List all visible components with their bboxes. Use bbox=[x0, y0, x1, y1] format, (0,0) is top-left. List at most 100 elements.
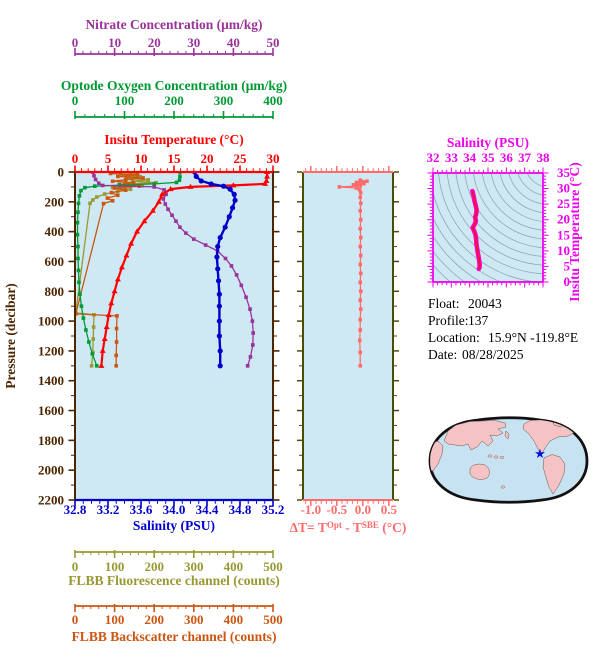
backscatter-axis-tick-label: 100 bbox=[105, 612, 125, 627]
nitrate-axis-tick-label: 10 bbox=[108, 35, 121, 50]
pressure-tick-label: 2200 bbox=[38, 493, 64, 508]
pressure-tick-label: 1000 bbox=[38, 314, 64, 329]
ts-temperature-tick-label: 10 bbox=[557, 243, 570, 258]
fluorescence-axis-tick-label: 500 bbox=[263, 559, 283, 574]
backscatter-axis-tick-label: 400 bbox=[224, 612, 244, 627]
oxygen-axis-tick-label: 100 bbox=[115, 93, 135, 108]
fluorescence-axis-tick-label: 300 bbox=[184, 559, 204, 574]
profile-label: Profile: bbox=[428, 313, 469, 328]
temperature-tick-label: 10 bbox=[135, 151, 148, 166]
ts-salinity-tick-label: 36 bbox=[500, 150, 514, 165]
fluorescence-axis-tick-label: 100 bbox=[105, 559, 125, 574]
pressure-tick-label: 1800 bbox=[38, 433, 64, 448]
fluorescence-axis-tick-label: 0 bbox=[72, 559, 79, 574]
backscatter-axis-title: FLBB Backscatter channel (counts) bbox=[72, 629, 277, 644]
ts-salinity-tick-label: 37 bbox=[518, 150, 532, 165]
pressure-axis-title: Pressure (decibar) bbox=[3, 283, 18, 389]
delta-t-tick-label: -1.0 bbox=[301, 502, 322, 517]
ts-salinity-tick-label: 33 bbox=[445, 150, 459, 165]
ts-salinity-axis-title: Salinity (PSU) bbox=[447, 135, 529, 150]
salinity-tick-label: 34.4 bbox=[196, 502, 219, 517]
delta-t-title-part: (°C) bbox=[379, 520, 407, 535]
pressure-tick-label: 400 bbox=[45, 224, 65, 239]
pressure-tick-label: 800 bbox=[45, 284, 65, 299]
salinity-tick-label: 33.2 bbox=[97, 502, 120, 517]
ts-salinity-tick-label: 35 bbox=[482, 150, 496, 165]
ts-temperature-tick-label: 35 bbox=[557, 165, 571, 180]
oxygen-axis-tick-label: 300 bbox=[214, 93, 234, 108]
ts-temperature-tick-label: 15 bbox=[557, 227, 571, 242]
pressure-tick-label: 1200 bbox=[38, 343, 64, 358]
nitrate-axis-tick-label: 0 bbox=[72, 35, 79, 50]
location-label: Location: bbox=[428, 330, 480, 345]
float-label: Float: bbox=[428, 296, 460, 311]
nitrate-axis-tick-label: 30 bbox=[187, 35, 200, 50]
profile-info-line: Profile:137 bbox=[428, 313, 489, 328]
fluorescence-axis-tick-label: 400 bbox=[224, 559, 244, 574]
nitrate-axis-tick-label: 50 bbox=[267, 35, 280, 50]
main-plot-area bbox=[75, 172, 273, 500]
delta-t-series bbox=[337, 178, 369, 368]
delta-t-title-part: ΔT= T bbox=[290, 520, 327, 535]
float-value: 20043 bbox=[468, 296, 502, 311]
date-label: Date: bbox=[428, 347, 457, 362]
backscatter-axis-tick-label: 0 bbox=[72, 612, 79, 627]
float-info-line: Float: 20043 bbox=[428, 296, 502, 311]
nitrate-axis: 0 10 20 30 40 50 bbox=[72, 35, 280, 56]
ts-temperature-tick-label: 20 bbox=[557, 212, 570, 227]
backscatter-axis-tick-label: 300 bbox=[184, 612, 204, 627]
ts-temperature-axis-title: Insitu Temperature (°C) bbox=[567, 162, 582, 301]
salinity-tick-label: 33.6 bbox=[130, 502, 153, 517]
delta-t-tick-label: 0.0 bbox=[355, 502, 371, 517]
location-value: 15.9°N -119.8°E bbox=[488, 330, 578, 345]
pressure-tick-label: 1400 bbox=[38, 373, 64, 388]
salinity-tick-label: 34.0 bbox=[163, 502, 186, 517]
pressure-tick-label: 0 bbox=[58, 165, 65, 180]
pressure-tick-label: 600 bbox=[45, 254, 65, 269]
salinity-tick-label: 34.8 bbox=[229, 502, 252, 517]
ts-salinity-tick-label: 34 bbox=[463, 150, 477, 165]
temperature-tick-label: 20 bbox=[201, 151, 214, 166]
main-profile-plot: 0200400600800100012001400160018002000220… bbox=[38, 151, 284, 517]
temperature-tick-label: 25 bbox=[234, 151, 248, 166]
ts-temperature-tick-label: 30 bbox=[557, 181, 570, 196]
ts-plot-content bbox=[433, 173, 543, 282]
backscatter-axis-tick-label: 200 bbox=[144, 612, 164, 627]
ts-temperature-tick-label: 25 bbox=[557, 196, 571, 211]
nitrate-axis-tick-label: 40 bbox=[227, 35, 240, 50]
temperature-tick-label: 30 bbox=[267, 151, 280, 166]
oxygen-axis-tick-label: 0 bbox=[72, 93, 79, 108]
date-info-line: Date: 08/28/2025 bbox=[428, 347, 524, 362]
profile-curve-salinity bbox=[192, 172, 238, 369]
backscatter-axis: 0 100 200 300 400 500 bbox=[72, 604, 283, 627]
ts-temperature-tick-label: 0 bbox=[564, 274, 571, 289]
delta-t-tick-label: 0.5 bbox=[381, 502, 398, 517]
nitrate-axis-tick-label: 20 bbox=[148, 35, 161, 50]
location-info-line: Location: 15.9°N -119.8°E bbox=[428, 330, 578, 345]
delta-t-title-sup: Opt bbox=[327, 520, 342, 530]
ts-profile-curve-core bbox=[471, 190, 481, 270]
delta-t-curve bbox=[337, 178, 369, 368]
delta-t-tick-label: -0.5 bbox=[327, 502, 348, 517]
backscatter-axis-tick-label: 500 bbox=[263, 612, 283, 627]
pressure-tick-label: 2000 bbox=[38, 463, 64, 478]
fluorescence-axis: 0 100 200 300 400 500 bbox=[72, 550, 283, 574]
delta-t-title-part: - T bbox=[342, 520, 362, 535]
temperature-tick-label: 5 bbox=[105, 151, 112, 166]
salinity-tick-label: 32.8 bbox=[64, 502, 87, 517]
oxygen-axis-title: Optode Oxygen Concentration (μm/kg) bbox=[61, 78, 287, 93]
pressure-tick-label: 1600 bbox=[38, 403, 64, 418]
float-location-star-icon: ★ bbox=[534, 446, 546, 461]
oxygen-axis: 0 100 200 300 400 bbox=[72, 93, 283, 119]
delta-t-plot: -1.0 -0.5 0.0 0.5 bbox=[297, 166, 399, 517]
oxygen-axis-tick-label: 400 bbox=[263, 93, 283, 108]
delta-t-plot-area bbox=[303, 172, 393, 500]
temperature-tick-label: 15 bbox=[168, 151, 182, 166]
oxygen-axis-tick-label: 200 bbox=[164, 93, 184, 108]
fluorescence-axis-tick-label: 200 bbox=[144, 559, 164, 574]
fluorescence-axis-title: FLBB Fluorescence channel (counts) bbox=[68, 573, 280, 588]
